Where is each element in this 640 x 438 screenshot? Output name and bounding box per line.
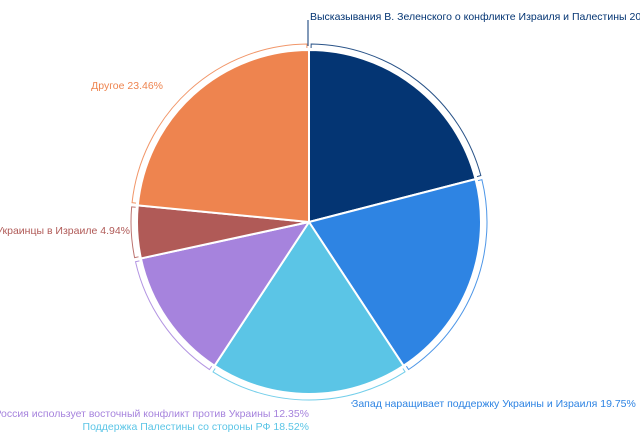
slice-label-2: Запад наращивает поддержку Украины и Изр…	[352, 398, 636, 410]
pie-slice-3[interactable]	[213, 220, 405, 395]
slice-bracket-4	[134, 260, 213, 371]
slice-label-3: Поддержка Палестины со стороны РФ 18.52%	[83, 421, 309, 433]
slice-bracket-5	[130, 206, 139, 259]
slice-bracket-2	[405, 179, 488, 371]
pie-slices	[136, 48, 482, 395]
slice-bracket-3	[212, 368, 406, 401]
slice-bracket-6	[131, 43, 308, 204]
pie-slice-2[interactable]	[307, 177, 482, 368]
slice-labels: Высказывания В. Зеленского о конфликте И…	[0, 11, 640, 433]
slice-label-4: Россия использует восточный конфликт про…	[0, 408, 309, 420]
slice-label-5: Украинцы в Израиле 4.94%	[0, 225, 130, 237]
slice-bracket-1	[310, 43, 482, 178]
slice-label-1: Высказывания В. Зеленского о конфликте И…	[310, 11, 640, 23]
slice-brackets	[130, 43, 488, 401]
pie-slice-6[interactable]	[136, 48, 310, 224]
slice-label-6: Другое 23.46%	[91, 80, 163, 92]
pie-slice-4[interactable]	[139, 220, 312, 368]
pie-slice-1[interactable]	[308, 48, 477, 224]
